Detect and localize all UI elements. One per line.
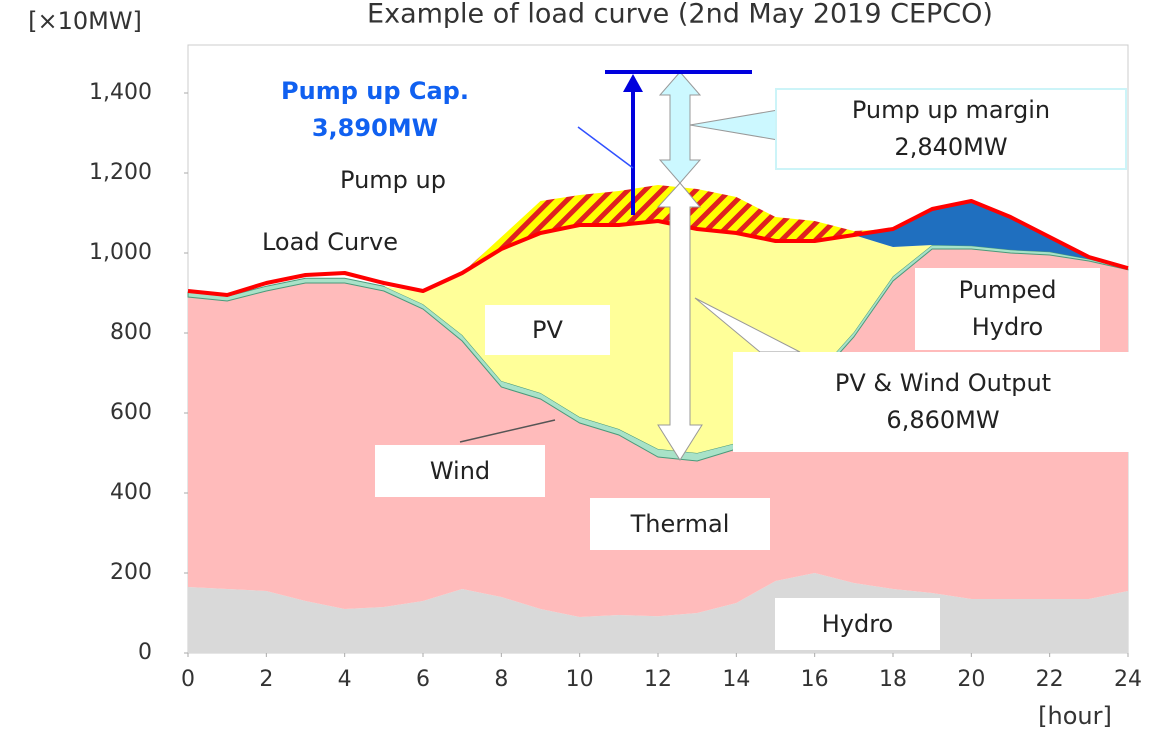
x-tick-label: 12 [644,667,672,692]
series-label: Wind [375,445,545,497]
output-arrow [656,182,703,461]
annotation-line: PV & Wind Output [834,369,1052,397]
series-label: Pumped Hydro [915,268,1100,350]
y-tick-label: 1,400 [89,80,152,105]
y-tick-label: 0 [138,640,152,665]
x-tick-label: 20 [957,667,985,692]
cap-pointer [577,126,634,169]
series-label: Pump up [305,160,481,200]
x-tick-label: 4 [338,667,352,692]
output-annotation: PV & Wind Output 6,860MW [733,352,1153,452]
x-tick-label: 24 [1114,667,1142,692]
annotation-line: 3,890MW [311,114,439,142]
chart-title: Example of load curve (2nd May 2019 CEPC… [367,0,993,30]
y-tick-label: 600 [110,400,152,425]
area-wind [187,244,1129,462]
x-tick-label: 0 [181,667,195,692]
load-curve [187,199,1129,297]
wind-pointer [459,419,556,443]
series-label: Hydro [775,598,940,650]
y-tick-label: 1,200 [89,160,152,185]
annotation-line: 6,860MW [886,406,1000,434]
series-label: Load Curve [240,222,420,262]
y-axis-label: [×10MW] [28,7,142,35]
x-tick-label: 14 [722,667,750,692]
cap-annotation: Pump up Cap. 3,890MW [255,72,495,148]
x-axis-label: [hour] [1038,702,1112,730]
x-tick-label: 2 [259,667,273,692]
series-label: Thermal [590,498,770,550]
area-pv [188,221,1128,453]
x-tick-label: 16 [801,667,829,692]
x-tick-label: 6 [416,667,430,692]
cap-arrowhead [623,74,643,92]
area-thermal [188,249,1128,617]
margin-annotation: Pump up margin 2,840MW [775,88,1127,170]
x-tick-label: 18 [879,667,907,692]
annotation-line: Pump up margin [851,96,1051,124]
x-tick-label: 8 [494,667,508,692]
annotation-line: 2,840MW [894,133,1008,161]
annotation-line: Pump up Cap. [281,77,469,105]
x-tick-label: 10 [566,667,594,692]
series-label: PV [485,305,610,355]
y-tick-label: 200 [110,560,152,585]
y-tick-label: 800 [110,320,152,345]
y-tick-label: 1,000 [89,240,152,265]
x-tick-label: 22 [1036,667,1064,692]
y-tick-label: 400 [110,480,152,505]
annotation-shapes [459,70,801,461]
